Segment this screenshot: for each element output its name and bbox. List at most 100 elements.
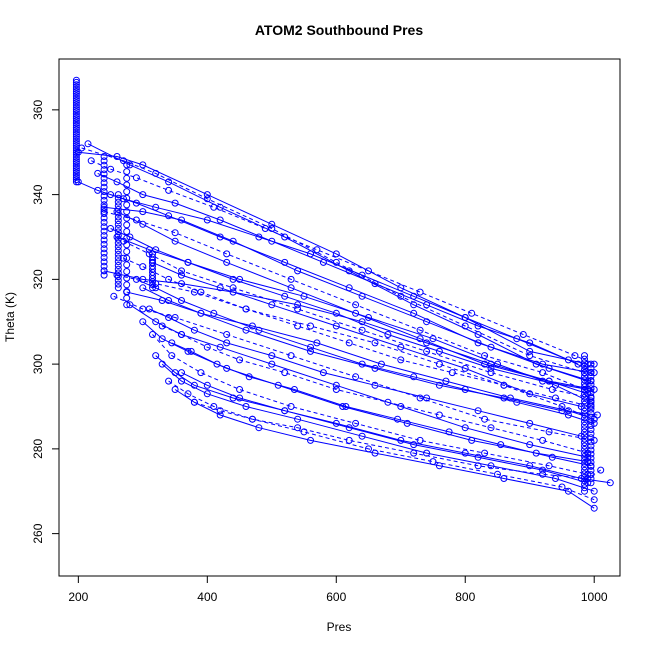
- data-point: [581, 359, 588, 367]
- series-line: [123, 240, 592, 399]
- data-point: [581, 414, 588, 422]
- series-14: [149, 331, 592, 478]
- data-point: [216, 216, 224, 224]
- data-point: [120, 254, 127, 262]
- data-point: [107, 191, 115, 199]
- data-point: [100, 227, 108, 235]
- y-tick-label: 280: [31, 439, 45, 459]
- data-point: [384, 331, 392, 338]
- data-point: [242, 326, 250, 334]
- data-point: [178, 331, 185, 338]
- x-tick-label: 400: [197, 590, 217, 604]
- data-point: [190, 381, 198, 389]
- data-point: [281, 258, 289, 266]
- data-point: [461, 364, 469, 372]
- data-point: [581, 453, 588, 460]
- data-point: [590, 496, 598, 504]
- data-point: [371, 381, 379, 389]
- data-point: [429, 335, 437, 343]
- data-point: [72, 144, 80, 152]
- data-point: [581, 487, 588, 495]
- data-point: [587, 372, 595, 380]
- plot-area: [72, 76, 614, 512]
- data-point: [123, 268, 131, 275]
- series-20: [190, 398, 605, 482]
- data-point: [581, 480, 588, 488]
- data-point: [216, 233, 224, 241]
- data-point: [100, 201, 108, 209]
- data-point: [255, 424, 263, 432]
- data-point: [416, 436, 424, 444]
- data-point: [548, 453, 556, 461]
- data-point: [223, 331, 231, 338]
- data-point: [581, 373, 588, 380]
- series-line: [181, 372, 611, 484]
- data-point: [72, 158, 80, 166]
- series-16: [158, 360, 598, 495]
- data-point: [468, 309, 476, 317]
- data-point: [581, 435, 588, 443]
- data-point: [526, 462, 534, 470]
- data-point: [114, 209, 122, 217]
- data-point: [248, 322, 256, 330]
- data-point: [236, 394, 244, 402]
- data-point: [110, 292, 118, 300]
- data-point: [587, 401, 595, 409]
- data-point: [114, 191, 122, 199]
- data-point: [287, 275, 295, 283]
- data-point: [203, 216, 211, 224]
- data-point: [72, 119, 80, 127]
- data-point: [213, 360, 221, 368]
- data-point: [120, 195, 127, 203]
- data-point: [123, 194, 131, 202]
- data-point: [114, 217, 122, 225]
- y-tick-label: 360: [31, 100, 45, 120]
- data-point: [461, 386, 469, 393]
- x-axis-label: Pres: [327, 620, 352, 634]
- data-point: [210, 403, 218, 410]
- data-point: [606, 479, 614, 487]
- data-point: [72, 171, 80, 179]
- data-point: [126, 161, 134, 169]
- data-point: [587, 475, 595, 483]
- data-point: [587, 368, 595, 376]
- series-line: [136, 278, 595, 424]
- data-point: [100, 153, 108, 160]
- data-point: [72, 130, 80, 138]
- point-cluster-5: [149, 250, 156, 292]
- data-point: [190, 326, 198, 334]
- data-point: [197, 288, 205, 296]
- series-line: [110, 228, 588, 390]
- data-point: [229, 284, 237, 292]
- data-point: [126, 301, 134, 309]
- chart-title: ATOM2 Southbound Pres: [255, 22, 423, 38]
- data-point: [72, 176, 80, 184]
- data-point: [352, 301, 360, 309]
- x-axis: 200 400 600 800 1000: [68, 575, 608, 604]
- data-point: [123, 208, 131, 216]
- series-line: [129, 304, 588, 458]
- data-point: [590, 487, 598, 495]
- data-point: [216, 411, 224, 419]
- data-point: [545, 428, 553, 436]
- data-point: [526, 352, 534, 360]
- data-point: [123, 181, 131, 189]
- data-point: [587, 413, 595, 421]
- series-line: [171, 342, 592, 467]
- data-point: [168, 339, 176, 347]
- data-point: [72, 167, 80, 175]
- data-point: [72, 92, 80, 100]
- data-point: [526, 441, 534, 449]
- data-point: [114, 213, 122, 221]
- data-point: [100, 232, 108, 240]
- data-point: [114, 276, 122, 284]
- data-point: [294, 305, 302, 313]
- series-line: [152, 334, 588, 475]
- data-point: [474, 331, 482, 338]
- data-point: [581, 439, 588, 447]
- data-point: [268, 301, 276, 309]
- data-point: [435, 462, 443, 470]
- data-point: [139, 208, 147, 216]
- data-point: [72, 117, 80, 125]
- data-point: [564, 411, 572, 419]
